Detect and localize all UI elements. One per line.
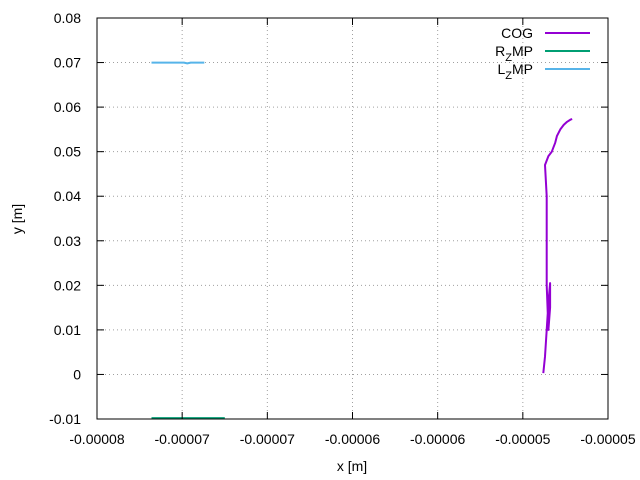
x-tick-label: -0.00005 bbox=[580, 431, 635, 447]
axis-ticks bbox=[96, 17, 609, 420]
x-tick-labels: -0.00008 -0.00007 -0.00007 -0.00006 -0.00006… bbox=[69, 431, 635, 447]
y-tick-label: 0 bbox=[73, 366, 81, 382]
legend-label: LZMP bbox=[497, 61, 533, 82]
x-axis-label: x [m] bbox=[337, 458, 367, 474]
x-tick-label: -0.00006 bbox=[410, 431, 465, 447]
y-tick-label: 0.01 bbox=[54, 322, 81, 338]
y-tick-label: 0.06 bbox=[54, 99, 81, 115]
y-tick-label: 0.04 bbox=[54, 188, 81, 204]
y-axis-label: y [m] bbox=[9, 204, 25, 234]
x-tick-label: -0.00008 bbox=[69, 431, 124, 447]
y-tick-label: 0.02 bbox=[54, 277, 81, 293]
y-tick-label: 0.08 bbox=[54, 10, 81, 26]
y-tick-label: 0.07 bbox=[54, 55, 81, 71]
grid-lines bbox=[97, 18, 608, 419]
y-tick-label: 0.03 bbox=[54, 233, 81, 249]
y-tick-labels: -0.01 0 0.01 0.02 0.03 0.04 0.05 0.06 0.07 0.08 bbox=[49, 10, 81, 427]
y-tick-label: -0.01 bbox=[49, 411, 81, 427]
series-line-cog bbox=[542, 118, 573, 374]
x-tick-label: -0.00005 bbox=[495, 431, 550, 447]
x-tick-label: -0.00007 bbox=[155, 431, 210, 447]
legend-label: RZMP bbox=[495, 43, 533, 64]
plot-series bbox=[151, 61, 573, 420]
y-tick-label: 0.05 bbox=[54, 144, 81, 160]
legend-label: COG bbox=[501, 25, 533, 41]
x-tick-label: -0.00006 bbox=[325, 431, 380, 447]
series-line-lzmp bbox=[151, 61, 205, 65]
x-tick-label: -0.00007 bbox=[240, 431, 295, 447]
